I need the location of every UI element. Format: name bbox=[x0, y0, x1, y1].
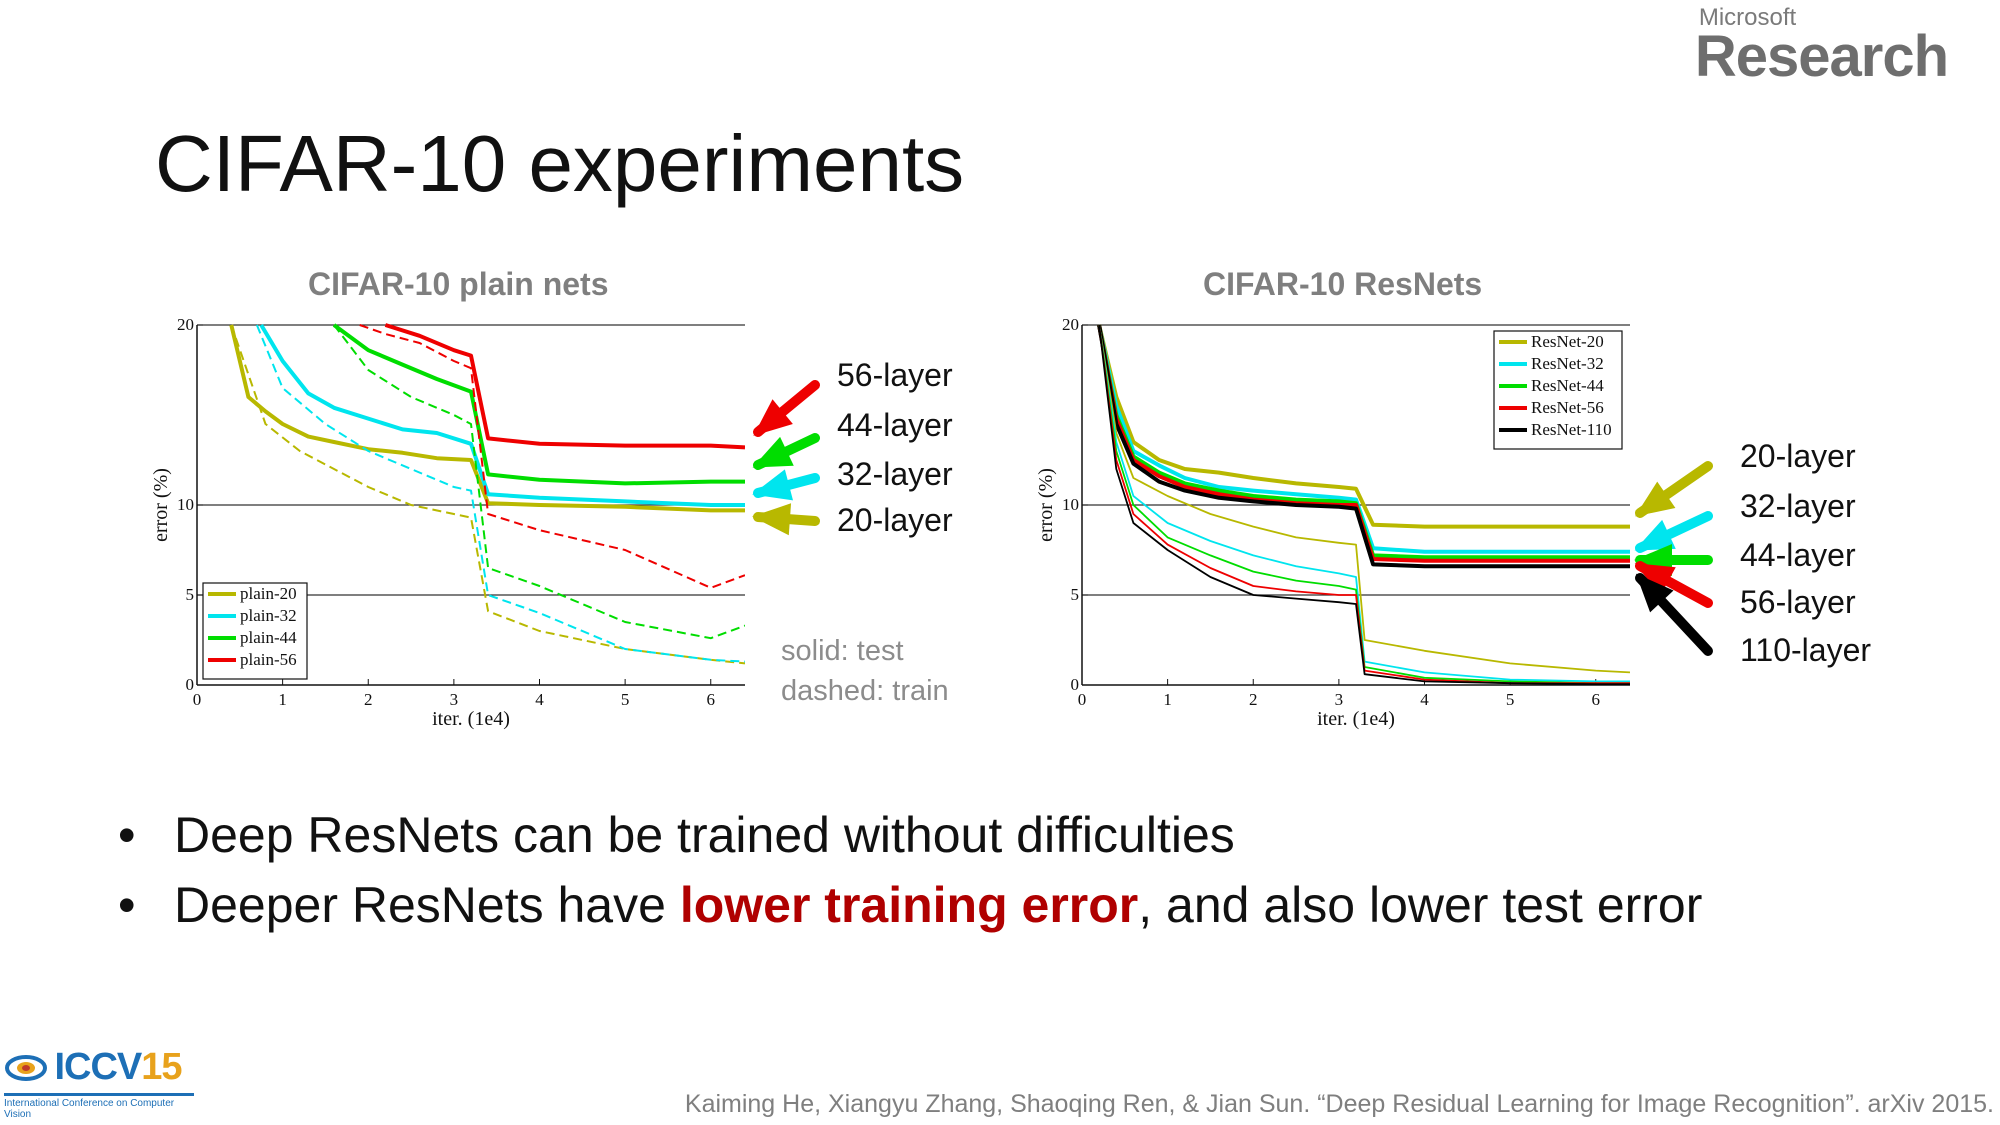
y-tick-label-0: 0 bbox=[1071, 675, 1080, 694]
arrow-res-32-layer-head bbox=[1634, 519, 1676, 551]
legend-label-4: ResNet-110 bbox=[1531, 420, 1612, 439]
arrow-plain-20-layer-head bbox=[752, 503, 792, 536]
legend-label-3: plain-56 bbox=[240, 650, 297, 669]
label-res-32-layer: 32-layer bbox=[1740, 488, 1856, 524]
chart-title-resnets: CIFAR-10 ResNets bbox=[1203, 266, 1483, 302]
series-line-plain-20-train bbox=[230, 324, 745, 665]
series-line-resnet-32 bbox=[1097, 324, 1630, 554]
y-tick-label-20: 20 bbox=[177, 315, 194, 334]
series-group bbox=[229, 323, 745, 665]
logo-microsoft-text: Microsoft bbox=[1698, 4, 1797, 31]
legend-label-3: ResNet-56 bbox=[1531, 398, 1604, 417]
series-line-resnet-20 bbox=[1097, 324, 1630, 529]
series-line-plain-44-train bbox=[333, 324, 745, 640]
series-line-resnet-32-train bbox=[1098, 324, 1630, 683]
legend-label-0: ResNet-20 bbox=[1531, 332, 1604, 351]
series-line-plain-44 bbox=[332, 323, 745, 486]
arrow-res-110-layer-head bbox=[1635, 573, 1674, 613]
arrow-res-20-layer-head bbox=[1635, 481, 1676, 517]
label-plain-32-layer: 32-layer bbox=[837, 456, 953, 492]
iccv-name: ICCV15 bbox=[54, 1046, 182, 1089]
x-tick-label-5: 5 bbox=[1506, 690, 1515, 709]
series-line-plain-56 bbox=[384, 323, 745, 450]
bullet-2: Deeper ResNets have lower training error… bbox=[118, 870, 1702, 940]
iccv-swirl-icon bbox=[5, 1054, 47, 1081]
iccv-subtitle: International Conference on Computer Vis… bbox=[4, 1093, 194, 1120]
series-line-resnet-110 bbox=[1097, 324, 1630, 569]
legend-label-2: ResNet-44 bbox=[1531, 376, 1604, 395]
layer-annotations: 56-layer 44-layer 32-layer 20-layer 20-layer… bbox=[752, 357, 1871, 707]
logo-research-text: Research bbox=[1694, 24, 1949, 89]
x-tick-label-6: 6 bbox=[1592, 690, 1601, 709]
series-line-resnet-110-train bbox=[1098, 324, 1630, 685]
bullet-2-highlight: lower training error bbox=[679, 877, 1139, 933]
label-res-44-layer: 44-layer bbox=[1740, 537, 1856, 573]
label-res-20-layer: 20-layer bbox=[1740, 438, 1856, 474]
bullet-list: Deep ResNets can be trained without diff… bbox=[118, 800, 1702, 940]
x-tick-label-4: 4 bbox=[1420, 690, 1429, 709]
note-dashed-train: dashed: train bbox=[781, 675, 949, 707]
plot-resnets: 0 1 2 3 4 5 6 0 5 10 20 iter. (1e4) error (%) ResNet-… bbox=[1035, 315, 1630, 730]
bullet-2-post: , and also lower test error bbox=[1138, 877, 1703, 933]
series-line-resnet-44 bbox=[1097, 324, 1630, 560]
legend-label-1: ResNet-32 bbox=[1531, 354, 1604, 373]
x-tick-label-1: 1 bbox=[1163, 690, 1172, 709]
series-line-resnet-44-train bbox=[1098, 324, 1630, 685]
y-axis-label: error (%) bbox=[150, 468, 172, 542]
label-plain-20-layer: 20-layer bbox=[837, 502, 953, 538]
series-group bbox=[1097, 324, 1630, 685]
y-tick-label-5: 5 bbox=[1071, 585, 1080, 604]
x-tick-label-1: 1 bbox=[278, 690, 287, 709]
series-line-resnet-20-train bbox=[1098, 324, 1630, 674]
x-axis-label: iter. (1e4) bbox=[1317, 708, 1395, 730]
legend-box bbox=[202, 582, 308, 680]
x-tick-label-3: 3 bbox=[1335, 690, 1344, 709]
x-tick-label-2: 2 bbox=[1249, 690, 1258, 709]
x-tick-label-2: 2 bbox=[364, 690, 373, 709]
arrow-plain-56-layer-head bbox=[753, 399, 793, 436]
x-tick-label-0: 0 bbox=[1078, 690, 1087, 709]
note-solid-test: solid: test bbox=[781, 635, 904, 667]
x-tick-label-6: 6 bbox=[707, 690, 716, 709]
bullet-1: Deep ResNets can be trained without diff… bbox=[118, 800, 1702, 870]
iccv-name-text: ICCV bbox=[54, 1046, 142, 1088]
x-tick-label-0: 0 bbox=[193, 690, 202, 709]
chart-title-plain: CIFAR-10 plain nets bbox=[308, 266, 609, 302]
arrow-plain-44-layer-head bbox=[752, 436, 794, 468]
x-tick-label-3: 3 bbox=[450, 690, 459, 709]
series-line-plain-32 bbox=[259, 323, 745, 507]
slide-title: CIFAR-10 experiments bbox=[155, 119, 965, 208]
iccv-year: 15 bbox=[141, 1046, 182, 1088]
y-tick-label-10: 10 bbox=[177, 495, 194, 514]
label-plain-44-layer: 44-layer bbox=[837, 407, 953, 443]
arrow-res-56-layer-head bbox=[1634, 563, 1676, 596]
bullet-2-pre: Deeper ResNets have bbox=[174, 877, 680, 933]
label-res-56-layer: 56-layer bbox=[1740, 584, 1856, 620]
plot-plain-nets: 0 1 2 3 4 5 6 0 5 10 20 iter. (1e4) error (%) plain-2… bbox=[150, 315, 745, 730]
label-plain-56-layer: 56-layer bbox=[837, 357, 953, 393]
y-tick-label-5: 5 bbox=[186, 585, 195, 604]
y-tick-label-0: 0 bbox=[186, 675, 195, 694]
citation: Kaiming He, Xiangyu Zhang, Shaoqing Ren,… bbox=[684, 1090, 1994, 1118]
label-res-110-layer: 110-layer bbox=[1740, 632, 1871, 668]
y-tick-label-10: 10 bbox=[1062, 495, 1079, 514]
bullet-1-text: Deep ResNets can be trained without diff… bbox=[174, 807, 1235, 863]
legend-label-1: plain-32 bbox=[240, 606, 297, 625]
y-axis-label: error (%) bbox=[1035, 468, 1057, 542]
series-line-plain-56-train bbox=[359, 324, 745, 589]
series-line-plain-32-train bbox=[255, 324, 745, 663]
x-axis-label: iter. (1e4) bbox=[432, 708, 510, 730]
series-line-plain-20 bbox=[229, 324, 745, 513]
legend-label-2: plain-44 bbox=[240, 628, 297, 647]
y-tick-label-20: 20 bbox=[1062, 315, 1079, 334]
legend-label-0: plain-20 bbox=[240, 584, 297, 603]
arrow-plain-32-layer-head bbox=[752, 469, 794, 501]
microsoft-research-logo: Microsoft Research bbox=[1694, 4, 1949, 89]
x-tick-label-5: 5 bbox=[621, 690, 630, 709]
x-tick-label-4: 4 bbox=[535, 690, 544, 709]
iccv-logo: ICCV15 International Conference on Compu… bbox=[4, 1046, 194, 1120]
